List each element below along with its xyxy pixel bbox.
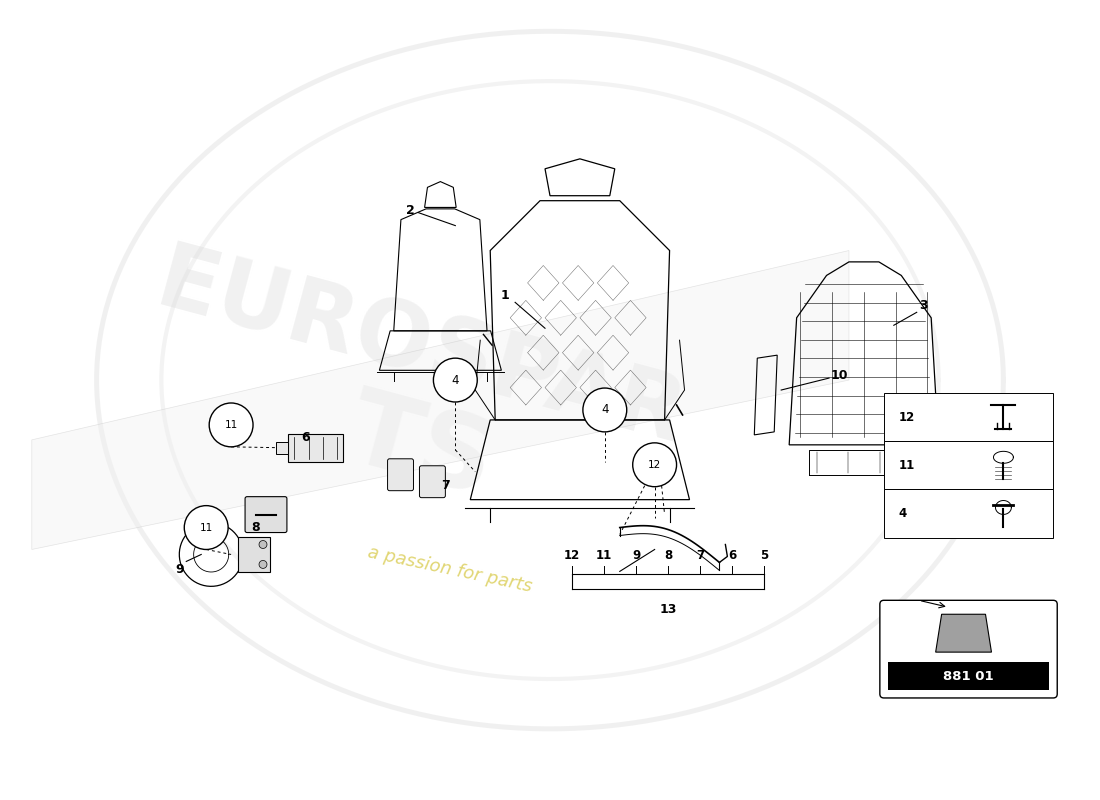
Bar [276, 442, 288, 454]
FancyBboxPatch shape [245, 497, 287, 533]
Text: 4: 4 [601, 403, 608, 417]
FancyBboxPatch shape [387, 458, 414, 490]
Text: a passion for parts: a passion for parts [366, 543, 535, 596]
Text: 9: 9 [631, 550, 640, 562]
Text: 9: 9 [175, 563, 184, 576]
Text: 8: 8 [664, 550, 672, 562]
Text: 6: 6 [728, 550, 736, 562]
Circle shape [185, 506, 228, 550]
Text: 12: 12 [564, 550, 580, 562]
Bar [883, 441, 1053, 490]
Text: 6: 6 [301, 431, 310, 444]
Bar [238, 537, 270, 572]
Text: 8: 8 [252, 521, 261, 534]
Circle shape [632, 443, 676, 486]
Text: 11: 11 [596, 550, 612, 562]
Polygon shape [936, 614, 991, 652]
Text: 2: 2 [406, 204, 415, 217]
Text: 881 01: 881 01 [943, 670, 994, 682]
Bar [883, 393, 1053, 441]
FancyBboxPatch shape [880, 600, 1057, 698]
Text: TS: TS [337, 382, 504, 518]
Text: 11: 11 [899, 458, 915, 472]
Text: 12: 12 [648, 460, 661, 470]
Circle shape [583, 388, 627, 432]
Text: 5: 5 [760, 550, 769, 562]
Text: 13: 13 [659, 603, 676, 616]
FancyBboxPatch shape [419, 466, 446, 498]
Circle shape [209, 403, 253, 447]
Text: 11: 11 [224, 420, 238, 430]
Circle shape [433, 358, 477, 402]
Text: 1: 1 [500, 289, 509, 302]
Bar [288, 434, 343, 462]
Text: 4: 4 [899, 507, 907, 520]
Text: 4: 4 [452, 374, 459, 386]
Bar [883, 490, 1053, 538]
Circle shape [258, 541, 267, 549]
Circle shape [258, 561, 267, 569]
Text: 10: 10 [830, 369, 848, 382]
Text: 12: 12 [899, 410, 915, 424]
Text: 7: 7 [696, 550, 704, 562]
Polygon shape [32, 250, 849, 550]
Text: 3: 3 [920, 299, 928, 312]
Text: EUROSPAR: EUROSPAR [146, 238, 694, 463]
Text: 7: 7 [441, 479, 450, 492]
Bar [888, 662, 1049, 690]
Text: 11: 11 [199, 522, 212, 533]
